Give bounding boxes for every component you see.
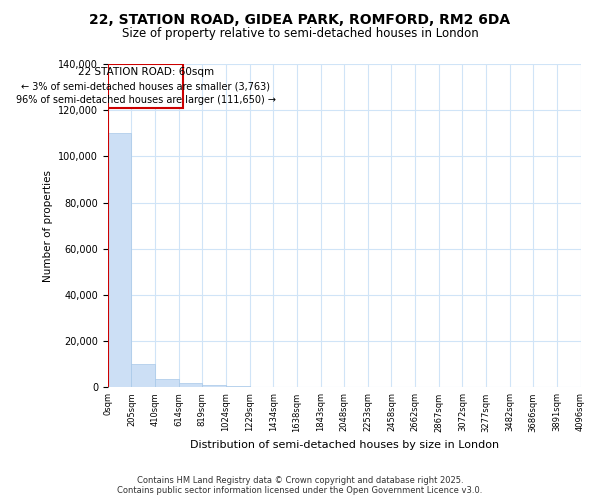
Bar	[202, 386, 226, 388]
Bar	[226, 386, 250, 388]
Bar	[273, 387, 297, 388]
Text: 96% of semi-detached houses are larger (111,650) →: 96% of semi-detached houses are larger (…	[16, 95, 275, 105]
Text: Size of property relative to semi-detached houses in London: Size of property relative to semi-detach…	[122, 28, 478, 40]
Text: 22 STATION ROAD: 60sqm: 22 STATION ROAD: 60sqm	[77, 67, 214, 77]
Text: 22, STATION ROAD, GIDEA PARK, ROMFORD, RM2 6DA: 22, STATION ROAD, GIDEA PARK, ROMFORD, R…	[89, 12, 511, 26]
Bar	[179, 384, 202, 388]
Y-axis label: Number of properties: Number of properties	[43, 170, 53, 281]
Bar	[155, 380, 179, 388]
Bar	[108, 64, 184, 108]
Bar	[108, 134, 131, 388]
Bar	[250, 386, 273, 388]
Text: ← 3% of semi-detached houses are smaller (3,763): ← 3% of semi-detached houses are smaller…	[21, 82, 270, 92]
Bar	[131, 364, 155, 388]
X-axis label: Distribution of semi-detached houses by size in London: Distribution of semi-detached houses by …	[190, 440, 499, 450]
Text: Contains HM Land Registry data © Crown copyright and database right 2025.
Contai: Contains HM Land Registry data © Crown c…	[118, 476, 482, 495]
